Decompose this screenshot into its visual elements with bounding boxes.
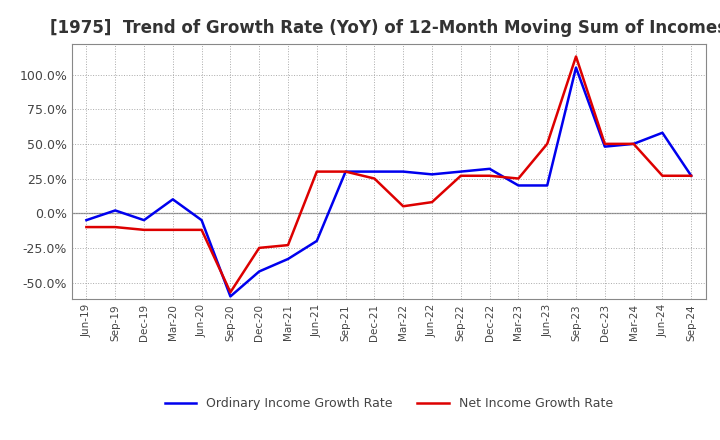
Ordinary Income Growth Rate xyxy=(572,65,580,70)
Ordinary Income Growth Rate xyxy=(111,208,120,213)
Net Income Growth Rate xyxy=(543,141,552,147)
Ordinary Income Growth Rate xyxy=(168,197,177,202)
Net Income Growth Rate xyxy=(658,173,667,178)
Ordinary Income Growth Rate xyxy=(600,144,609,149)
Ordinary Income Growth Rate xyxy=(543,183,552,188)
Ordinary Income Growth Rate xyxy=(428,172,436,177)
Ordinary Income Growth Rate xyxy=(687,173,696,178)
Net Income Growth Rate xyxy=(255,245,264,250)
Ordinary Income Growth Rate xyxy=(658,130,667,136)
Net Income Growth Rate xyxy=(82,224,91,230)
Net Income Growth Rate xyxy=(399,204,408,209)
Net Income Growth Rate xyxy=(629,141,638,147)
Line: Net Income Growth Rate: Net Income Growth Rate xyxy=(86,56,691,292)
Ordinary Income Growth Rate xyxy=(226,294,235,299)
Net Income Growth Rate xyxy=(168,227,177,232)
Ordinary Income Growth Rate xyxy=(312,238,321,244)
Net Income Growth Rate xyxy=(485,173,494,178)
Net Income Growth Rate xyxy=(226,290,235,295)
Net Income Growth Rate xyxy=(140,227,148,232)
Ordinary Income Growth Rate xyxy=(629,141,638,147)
Net Income Growth Rate xyxy=(600,141,609,147)
Line: Ordinary Income Growth Rate: Ordinary Income Growth Rate xyxy=(86,68,691,297)
Net Income Growth Rate xyxy=(341,169,350,174)
Ordinary Income Growth Rate xyxy=(284,257,292,262)
Net Income Growth Rate xyxy=(572,54,580,59)
Ordinary Income Growth Rate xyxy=(140,217,148,223)
Ordinary Income Growth Rate xyxy=(456,169,465,174)
Net Income Growth Rate xyxy=(456,173,465,178)
Ordinary Income Growth Rate xyxy=(399,169,408,174)
Net Income Growth Rate xyxy=(687,173,696,178)
Net Income Growth Rate xyxy=(428,199,436,205)
Net Income Growth Rate xyxy=(370,176,379,181)
Legend: Ordinary Income Growth Rate, Net Income Growth Rate: Ordinary Income Growth Rate, Net Income … xyxy=(160,392,618,415)
Ordinary Income Growth Rate xyxy=(341,169,350,174)
Net Income Growth Rate xyxy=(111,224,120,230)
Ordinary Income Growth Rate xyxy=(255,269,264,274)
Ordinary Income Growth Rate xyxy=(197,217,206,223)
Ordinary Income Growth Rate xyxy=(485,166,494,172)
Ordinary Income Growth Rate xyxy=(514,183,523,188)
Ordinary Income Growth Rate xyxy=(370,169,379,174)
Net Income Growth Rate xyxy=(197,227,206,232)
Title: [1975]  Trend of Growth Rate (YoY) of 12-Month Moving Sum of Incomes: [1975] Trend of Growth Rate (YoY) of 12-… xyxy=(50,19,720,37)
Net Income Growth Rate xyxy=(312,169,321,174)
Net Income Growth Rate xyxy=(514,176,523,181)
Ordinary Income Growth Rate xyxy=(82,217,91,223)
Net Income Growth Rate xyxy=(284,242,292,248)
